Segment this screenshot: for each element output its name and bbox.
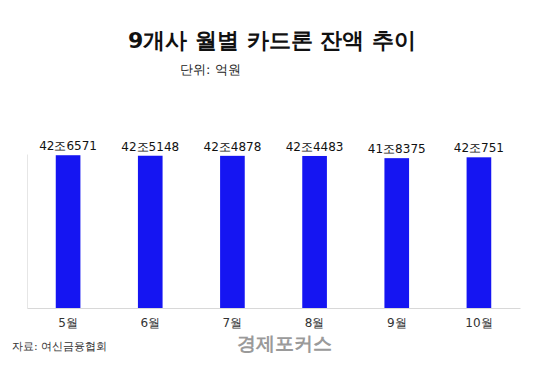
bar xyxy=(384,158,409,308)
x-tick: 5월 xyxy=(58,308,78,330)
bars xyxy=(56,155,491,308)
bar xyxy=(56,155,81,308)
subtitle: 단위: 억원 xyxy=(180,62,241,77)
x-tick: 8월 xyxy=(305,308,325,330)
data-label: 42조4878 xyxy=(204,140,262,154)
x-tick: 10월 xyxy=(465,308,492,330)
bar xyxy=(220,156,245,308)
data-label: 41조8375 xyxy=(368,142,426,156)
bar xyxy=(302,156,327,308)
x-tick-label: 5월 xyxy=(58,316,78,330)
bar xyxy=(467,157,492,308)
watermark: 경제포커스 xyxy=(237,332,332,354)
data-labels: 42조6571 42조5148 42조4878 42조4483 41조8375 42조75… xyxy=(39,139,504,156)
title: 9개사 월별 카드론 잔액 추이 xyxy=(128,28,416,53)
data-label: 42조6571 xyxy=(39,139,97,153)
x-tick-label: 9월 xyxy=(387,316,407,330)
x-tick-label: 10월 xyxy=(465,316,492,330)
x-tick: 9월 xyxy=(387,308,407,330)
x-axis-line xyxy=(28,308,521,309)
x-axis: 5월 6월 7월 8월 9월 10월 xyxy=(28,308,521,330)
data-label: 42조4483 xyxy=(286,140,344,154)
y-axis xyxy=(27,155,28,309)
source: 자료: 여신금융협회 xyxy=(12,340,107,353)
x-tick-label: 8월 xyxy=(305,316,325,330)
data-label: 42조751 xyxy=(454,141,504,155)
y-axis-line xyxy=(27,155,28,309)
bar xyxy=(138,156,163,308)
x-tick: 7월 xyxy=(223,308,243,330)
chart: 9개사 월별 카드론 잔액 추이단위: 억원 5월 6월 7월 8월 9월 10월 42조65… xyxy=(0,0,548,365)
x-tick: 6월 xyxy=(140,308,160,330)
x-tick-label: 7월 xyxy=(223,316,243,330)
x-tick-label: 6월 xyxy=(140,316,160,330)
data-label: 42조5148 xyxy=(121,140,179,154)
